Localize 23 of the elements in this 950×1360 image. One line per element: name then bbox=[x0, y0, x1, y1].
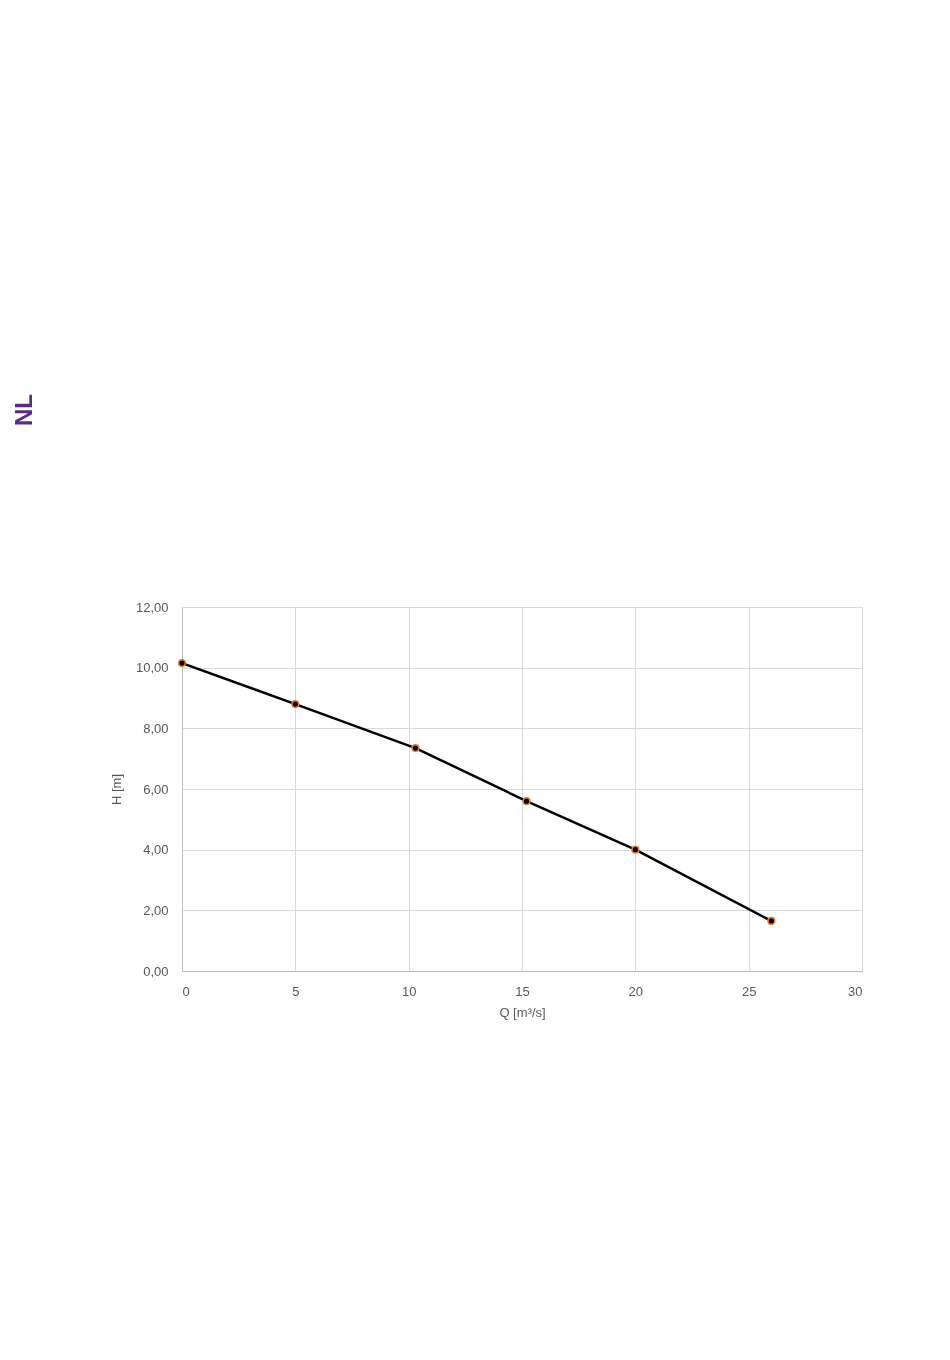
point bbox=[767, 916, 776, 926]
x-tick-label: 25 bbox=[741, 983, 757, 999]
x-tick-label: 20 bbox=[628, 983, 644, 999]
y-tick-label: 6,00 bbox=[143, 781, 169, 797]
point bbox=[177, 659, 187, 668]
point bbox=[631, 845, 640, 854]
y-tick-label: 10,00 bbox=[135, 660, 169, 676]
y-tick-label: 0,00 bbox=[143, 963, 169, 979]
x-tick-label: 15 bbox=[515, 983, 530, 999]
y-axis-title: H [m] bbox=[108, 773, 124, 806]
x-tick-label: 30 bbox=[848, 983, 863, 999]
point bbox=[411, 743, 420, 753]
y-tick-label: 2,00 bbox=[143, 902, 169, 918]
text: NL bbox=[10, 394, 37, 426]
y-tick-label: 4,00 bbox=[143, 842, 169, 858]
y-tick-label: 8,00 bbox=[143, 720, 169, 736]
x-tick-label: 5 bbox=[292, 983, 300, 999]
x-tick-label: 10 bbox=[401, 983, 417, 999]
point bbox=[522, 797, 531, 806]
x-tick-label: 0 bbox=[182, 983, 190, 999]
x-axis-title: Q [m³/s] bbox=[499, 1004, 546, 1020]
y-tick-label: 12,00 bbox=[135, 599, 169, 615]
point bbox=[291, 699, 300, 709]
